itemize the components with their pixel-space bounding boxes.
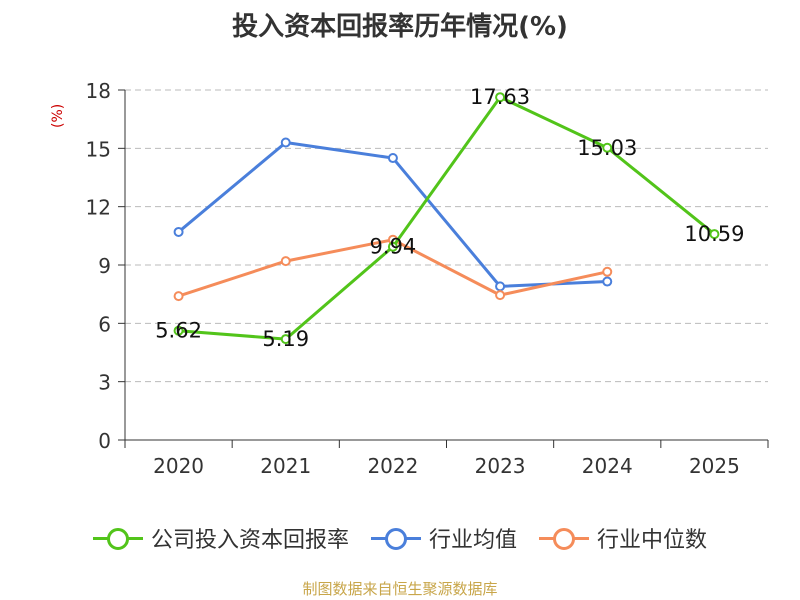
x-tick-label: 2023 [475,454,526,478]
data-source-note: 制图数据来自恒生聚源数据库 [302,580,498,598]
data-point [602,266,613,277]
data-point [280,256,291,267]
y-tick-label: 9 [98,254,111,278]
data-label: 5.19 [262,327,309,351]
y-tick-label: 0 [98,429,111,453]
data-point [387,153,398,164]
legend-item-industry-mean[interactable]: 行业均值 [370,522,517,554]
x-tick-label: 2020 [153,454,204,478]
data-point [602,142,613,153]
x-tick-label: 2024 [582,454,633,478]
x-tick-label: 2021 [260,454,311,478]
y-tick-label: 15 [86,137,111,161]
data-point [173,325,184,336]
data-label: 10.59 [684,222,744,246]
series-line-1 [177,141,608,288]
data-point [495,290,506,301]
data-point [173,291,184,302]
data-label: 5.62 [155,319,202,343]
data-point [495,281,506,292]
legend: 公司投入资本回报率 行业均值 行业中位数 [0,522,800,554]
legend-swatch-industry-mean [370,527,421,550]
legend-swatch-industry-median [539,527,589,550]
legend-label-company: 公司投入资本回报率 [150,528,349,553]
data-point [495,92,506,103]
y-tick-label: 6 [98,312,111,336]
legend-swatch-company [92,527,143,550]
data-point [280,137,291,148]
data-label: 9.94 [370,235,417,259]
data-label: 17.63 [470,85,530,109]
data-point [709,229,720,240]
x-tick-label: 2025 [689,454,740,478]
legend-item-company[interactable]: 公司投入资本回报率 [92,522,349,554]
y-tick-label: 18 [86,79,111,103]
chart-title: 投入资本回报率历年情况(%) [232,12,568,42]
x-tick-label: 2022 [367,454,418,478]
data-label: 15.03 [577,136,637,160]
data-point [602,276,613,287]
legend-item-industry-median[interactable]: 行业中位数 [539,522,707,554]
series-line-0 [178,95,716,341]
data-point [173,226,184,237]
data-point [280,334,291,345]
legend-label-industry-median: 行业中位数 [597,528,708,553]
y-tick-label: 12 [86,196,111,220]
y-tick-label: 3 [98,371,111,395]
data-point [387,241,398,252]
legend-label-industry-mean: 行业均值 [428,528,517,553]
